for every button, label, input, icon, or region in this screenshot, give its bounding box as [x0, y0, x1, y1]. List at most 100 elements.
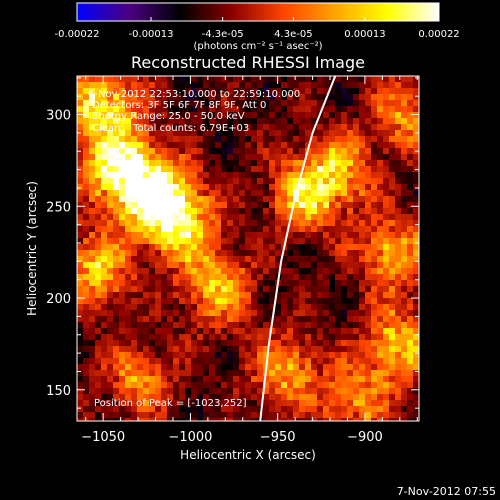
heatmap-cell — [149, 268, 156, 275]
heatmap-cell — [395, 172, 402, 179]
heatmap-cell — [89, 298, 96, 305]
heatmap-cell — [299, 136, 306, 143]
heatmap-cell — [119, 352, 126, 359]
heatmap-cell — [83, 274, 90, 281]
heatmap-cell — [191, 370, 198, 377]
heatmap-cell — [395, 322, 402, 329]
heatmap-cell — [155, 406, 162, 413]
heatmap-cell — [227, 190, 234, 197]
heatmap-cell — [149, 214, 156, 221]
heatmap-cell — [389, 130, 396, 137]
heatmap-cell — [401, 412, 408, 419]
heatmap-cell — [191, 82, 198, 89]
heatmap-cell — [317, 328, 324, 335]
heatmap-cell — [149, 412, 156, 419]
heatmap-cell — [155, 148, 162, 155]
heatmap-cell — [155, 316, 162, 323]
heatmap-cell — [251, 364, 258, 371]
heatmap-cell — [401, 226, 408, 233]
heatmap-cell — [281, 160, 288, 167]
heatmap-cell — [185, 316, 192, 323]
heatmap-cell — [377, 370, 384, 377]
heatmap-cell — [119, 130, 126, 137]
heatmap-cell — [185, 382, 192, 389]
heatmap-cell — [215, 388, 222, 395]
heatmap-cell — [401, 202, 408, 209]
heatmap-cell — [365, 352, 372, 359]
heatmap-cell — [341, 328, 348, 335]
heatmap-cell — [335, 268, 342, 275]
heatmap-cell — [347, 154, 354, 161]
heatmap-cell — [233, 268, 240, 275]
heatmap-cell — [95, 322, 102, 329]
heatmap-cell — [359, 202, 366, 209]
heatmap-cell — [257, 292, 264, 299]
heatmap-cell — [263, 76, 270, 83]
heatmap-cell — [371, 88, 378, 95]
heatmap-cell — [251, 262, 258, 269]
heatmap-cell — [269, 262, 276, 269]
heatmap-cell — [251, 418, 258, 421]
heatmap-cell — [263, 94, 270, 101]
heatmap-cell — [233, 208, 240, 215]
heatmap-cell — [275, 418, 282, 421]
heatmap-cell — [377, 220, 384, 227]
heatmap-cell — [149, 280, 156, 287]
heatmap-cell — [233, 304, 240, 311]
heatmap-cell — [389, 196, 396, 203]
heatmap-cell — [197, 412, 204, 419]
x-axis-label: Heliocentric X (arcsec) — [180, 448, 316, 462]
heatmap-cell — [227, 88, 234, 95]
heatmap-cell — [413, 286, 419, 293]
heatmap-cell — [197, 388, 204, 395]
heatmap-cell — [89, 100, 96, 107]
heatmap-cell — [179, 232, 186, 239]
heatmap-cell — [365, 88, 372, 95]
heatmap-cell — [299, 298, 306, 305]
heatmap-cell — [77, 232, 84, 239]
heatmap-cell — [365, 400, 372, 407]
heatmap-cell — [359, 88, 366, 95]
heatmap-cell — [119, 256, 126, 263]
heatmap-cell — [209, 250, 216, 257]
heatmap-cell — [239, 388, 246, 395]
heatmap-cell — [239, 340, 246, 347]
heatmap-cell — [95, 406, 102, 413]
heatmap-cell — [233, 418, 240, 421]
heatmap-cell — [359, 328, 366, 335]
heatmap-cell — [275, 178, 282, 185]
heatmap-cell — [371, 160, 378, 167]
heatmap-cell — [191, 100, 198, 107]
heatmap-cell — [89, 418, 96, 421]
heatmap-cell — [383, 130, 390, 137]
heatmap-cell — [341, 346, 348, 353]
heatmap-cell — [383, 208, 390, 215]
heatmap-cell — [155, 400, 162, 407]
heatmap-cell — [185, 286, 192, 293]
heatmap-cell — [185, 94, 192, 101]
heatmap-cell — [311, 88, 318, 95]
heatmap-cell — [395, 118, 402, 125]
heatmap-cell — [341, 220, 348, 227]
heatmap-cell — [353, 358, 360, 365]
heatmap-cell — [119, 124, 126, 131]
heatmap-cell — [83, 328, 90, 335]
heatmap-cell — [179, 106, 186, 113]
heatmap-cell — [137, 208, 144, 215]
heatmap-cell — [341, 76, 348, 83]
heatmap-cell — [413, 76, 419, 83]
heatmap-cell — [245, 244, 252, 251]
heatmap-cell — [167, 316, 174, 323]
info-peak-position: Position of Peak = [-1023,252] — [94, 398, 247, 409]
heatmap-cell — [251, 370, 258, 377]
heatmap-cell — [95, 112, 102, 119]
heatmap-cell — [95, 166, 102, 173]
heatmap-cell — [335, 172, 342, 179]
heatmap-cell — [125, 388, 132, 395]
heatmap-cell — [353, 106, 360, 113]
heatmap-cell — [359, 412, 366, 419]
heatmap-cell — [401, 298, 408, 305]
heatmap-cell — [197, 142, 204, 149]
heatmap-cell — [299, 418, 306, 421]
heatmap-cell — [347, 358, 354, 365]
